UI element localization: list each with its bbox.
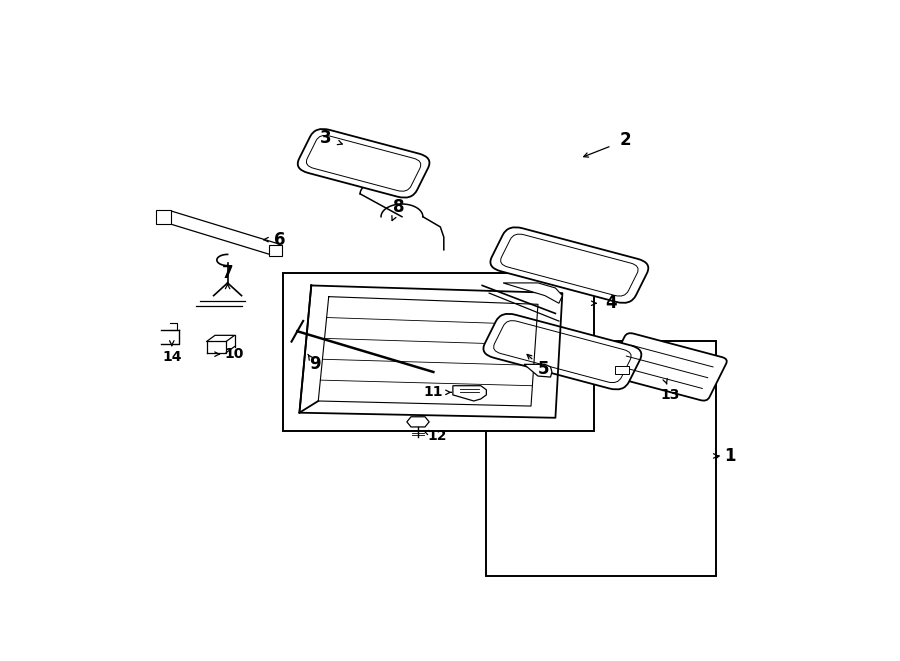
Bar — [284, 273, 594, 430]
Bar — [269, 245, 282, 256]
Text: 14: 14 — [162, 350, 182, 364]
Polygon shape — [524, 364, 552, 377]
Text: 10: 10 — [225, 347, 244, 361]
Bar — [156, 210, 171, 224]
Polygon shape — [503, 283, 562, 303]
Text: 3: 3 — [320, 129, 331, 147]
Polygon shape — [407, 417, 429, 427]
Text: 5: 5 — [538, 360, 549, 379]
Polygon shape — [453, 386, 486, 401]
FancyBboxPatch shape — [608, 333, 727, 401]
Text: 6: 6 — [274, 231, 285, 249]
Text: 8: 8 — [392, 198, 404, 215]
Text: 13: 13 — [661, 388, 680, 402]
FancyBboxPatch shape — [491, 227, 648, 303]
Text: 7: 7 — [221, 264, 233, 282]
Text: 12: 12 — [428, 428, 446, 443]
Text: 2: 2 — [619, 132, 631, 149]
Bar — [616, 366, 629, 373]
Bar — [486, 342, 716, 576]
Text: 1: 1 — [724, 447, 735, 465]
Text: 11: 11 — [424, 385, 443, 399]
FancyBboxPatch shape — [298, 129, 429, 198]
Text: 9: 9 — [309, 356, 320, 373]
FancyBboxPatch shape — [483, 314, 642, 389]
Text: 4: 4 — [606, 294, 617, 312]
